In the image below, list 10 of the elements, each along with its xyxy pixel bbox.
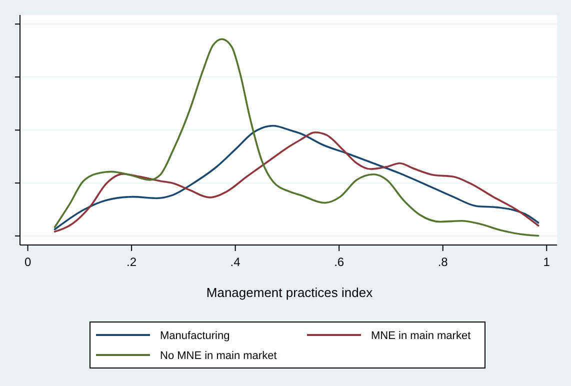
x-axis-title: Management practices index [206, 285, 374, 300]
legend-label: Manufacturing [160, 330, 230, 342]
legend-label: MNE in main market [371, 330, 471, 342]
legend-label: No MNE in main market [160, 350, 277, 362]
x-tick-label: 0 [24, 255, 32, 269]
x-tick-label: .8 [438, 255, 448, 269]
x-tick-label: 1 [543, 255, 550, 269]
x-tick-label: .2 [126, 255, 137, 269]
x-tick-label: .6 [334, 255, 344, 269]
x-tick-label: .4 [230, 255, 241, 269]
